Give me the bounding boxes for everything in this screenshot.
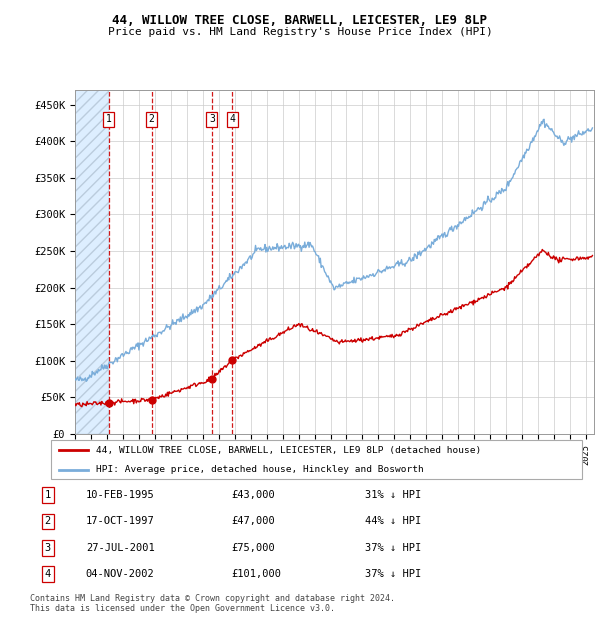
Text: 31% ↓ HPI: 31% ↓ HPI	[365, 490, 421, 500]
Text: 1: 1	[45, 490, 51, 500]
Text: Price paid vs. HM Land Registry's House Price Index (HPI): Price paid vs. HM Land Registry's House …	[107, 27, 493, 37]
Text: 04-NOV-2002: 04-NOV-2002	[86, 569, 155, 578]
Text: 44, WILLOW TREE CLOSE, BARWELL, LEICESTER, LE9 8LP: 44, WILLOW TREE CLOSE, BARWELL, LEICESTE…	[113, 14, 487, 27]
Text: 17-OCT-1997: 17-OCT-1997	[86, 516, 155, 526]
Text: £43,000: £43,000	[231, 490, 275, 500]
Text: 37% ↓ HPI: 37% ↓ HPI	[365, 542, 421, 552]
Text: 44% ↓ HPI: 44% ↓ HPI	[365, 516, 421, 526]
Text: HPI: Average price, detached house, Hinckley and Bosworth: HPI: Average price, detached house, Hinc…	[97, 466, 424, 474]
Text: 2: 2	[45, 516, 51, 526]
Text: 3: 3	[45, 542, 51, 552]
Text: 3: 3	[209, 115, 215, 125]
Text: 1: 1	[106, 115, 112, 125]
Text: 4: 4	[45, 569, 51, 578]
Text: Contains HM Land Registry data © Crown copyright and database right 2024.
This d: Contains HM Land Registry data © Crown c…	[30, 594, 395, 613]
Text: 2: 2	[149, 115, 155, 125]
Text: £47,000: £47,000	[231, 516, 275, 526]
Text: 10-FEB-1995: 10-FEB-1995	[86, 490, 155, 500]
Bar	[75, 90, 109, 434]
Text: £75,000: £75,000	[231, 542, 275, 552]
Text: 44, WILLOW TREE CLOSE, BARWELL, LEICESTER, LE9 8LP (detached house): 44, WILLOW TREE CLOSE, BARWELL, LEICESTE…	[97, 446, 482, 454]
FancyBboxPatch shape	[50, 440, 583, 479]
Text: 37% ↓ HPI: 37% ↓ HPI	[365, 569, 421, 578]
Text: 27-JUL-2001: 27-JUL-2001	[86, 542, 155, 552]
Text: 4: 4	[229, 115, 235, 125]
Text: £101,000: £101,000	[231, 569, 281, 578]
